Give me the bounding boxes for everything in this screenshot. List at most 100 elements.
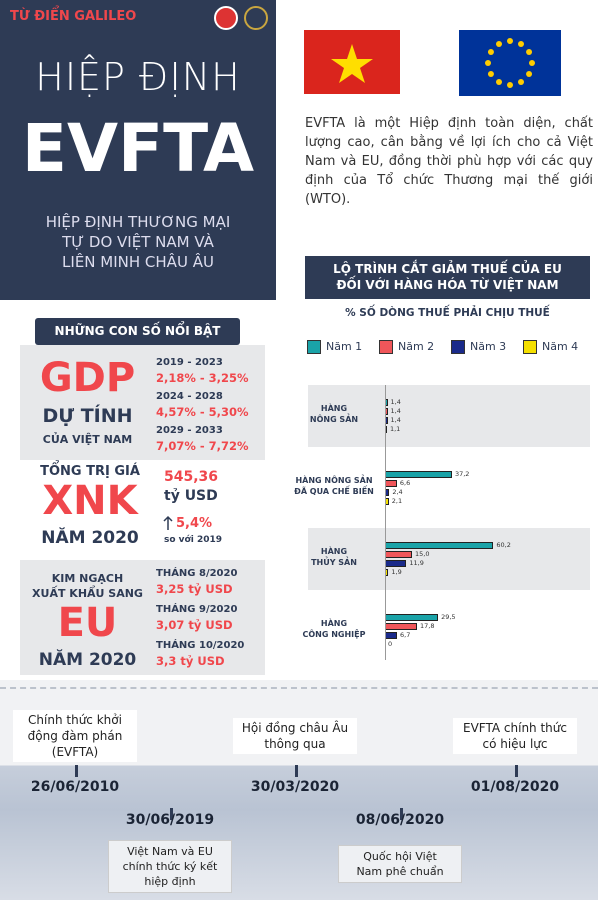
value-label: 29,5 <box>441 612 456 621</box>
value-label: 2,1 <box>391 496 403 505</box>
category-label: HÀNG CÔNG NGHIỆP <box>302 618 366 639</box>
header-panel <box>0 0 276 300</box>
xnk-big: XNK <box>42 478 138 524</box>
gdp-period: 2024 - 2028 <box>156 391 223 402</box>
gdp-range: 2,18% - 3,25% <box>156 371 249 385</box>
xnk-unit: tỷ USD <box>164 488 218 504</box>
gdp-period: 2029 - 2033 <box>156 425 223 436</box>
value-label: 60,2 <box>496 541 511 549</box>
legend-label: Năm 2 <box>398 340 435 353</box>
value-label: 1,4 <box>390 407 401 415</box>
timeline-date: 08/06/2020 <box>355 812 445 828</box>
gdp-box <box>20 345 265 460</box>
eu-star <box>507 82 513 88</box>
group-band <box>308 528 590 590</box>
value-label: 15,0 <box>415 550 430 558</box>
eu-month: THÁNG 10/2020 <box>156 640 245 651</box>
xnk-bottom: NĂM 2020 <box>41 528 139 548</box>
timeline-date: 01/08/2020 <box>470 779 560 795</box>
legend-swatch <box>307 340 321 354</box>
timeline-tick <box>170 808 173 820</box>
timeline-date: 26/06/2010 <box>30 779 120 795</box>
eu-value: 3,25 tỷ USD <box>156 582 233 596</box>
xnk-growth: 5,4% <box>176 516 213 531</box>
flag-eu <box>459 30 561 96</box>
chart-title: LỘ TRÌNH CẮT GIẢM THUẾ CỦA EU ĐỐI VỚI HÀ… <box>305 256 590 299</box>
eu-big: EU <box>57 600 118 646</box>
value-label: 1,9 <box>391 568 402 576</box>
timeline-date: 30/03/2020 <box>250 779 340 795</box>
xnk-value: 545,36 <box>164 469 219 485</box>
legend-label: Năm 1 <box>326 340 363 353</box>
gdp-period: 2019 - 2023 <box>156 357 223 368</box>
timeline-date: 30/06/2019 <box>125 812 215 828</box>
eu-star <box>485 60 491 66</box>
value-label: 2,4 <box>392 487 403 496</box>
flag-vn <box>304 30 400 94</box>
group-band <box>308 385 590 447</box>
legend-label: Năm 4 <box>542 340 579 353</box>
eu-star <box>496 40 502 47</box>
value-label: 6,6 <box>399 478 411 487</box>
brand: TỪ ĐIỂN GALILEO <box>10 9 137 24</box>
intro: EVFTA là một Hiệp định toàn diện, chất l… <box>305 116 593 207</box>
gdp-range: 7,07% - 7,72% <box>156 439 249 453</box>
eu-star <box>518 40 524 47</box>
timeline-text: EVFTA chính thức có hiệu lực <box>453 718 577 754</box>
timeline-tick <box>400 808 403 820</box>
eu-star <box>518 79 524 86</box>
eu-top: KIM NGẠCH XUẤT KHẨU SANG <box>32 572 143 600</box>
legend-swatch <box>379 340 393 354</box>
legend-label: Năm 3 <box>470 340 507 353</box>
category-label: HÀNG NÔNG SẢN <box>309 404 359 424</box>
eu-value: 3,3 tỷ USD <box>156 654 225 668</box>
value-label: 1,4 <box>390 398 401 406</box>
eu-star <box>529 60 535 66</box>
value-label: 17,8 <box>420 621 435 630</box>
value-label: 37,2 <box>454 469 470 478</box>
xnk-top: TỔNG TRỊ GIÁ <box>40 464 140 479</box>
title-line2: EVFTA <box>21 110 255 187</box>
timeline-text: Chính thức khởi động đàm phán (EVFTA) <box>13 710 137 762</box>
timeline-text: Hội đồng châu Âu thông qua <box>233 718 357 754</box>
eu-star <box>507 38 513 44</box>
legend-swatch <box>451 340 465 354</box>
logos <box>214 6 268 30</box>
eu-star <box>496 79 502 86</box>
category-label: HÀNG THỦY SẢN <box>311 547 357 567</box>
eu-bottom: NĂM 2020 <box>38 650 137 670</box>
eu-month: THÁNG 9/2020 <box>156 604 238 615</box>
legend-swatch <box>523 340 537 354</box>
highlights-title: NHỮNG CON SỐ NỔI BẬT <box>35 318 240 345</box>
subtitle: HIỆP ĐỊNH THƯƠNG MẠI TỰ DO VIỆT NAM VÀ L… <box>45 213 231 271</box>
timeline-text: Quốc hội Việt Nam phê chuẩn <box>338 845 462 883</box>
timeline-text: Việt Nam và EU chính thức ký kết hiệp đị… <box>108 840 232 893</box>
eu-star <box>487 71 494 77</box>
eu-box <box>20 560 265 675</box>
value-label: 1,1 <box>389 425 401 433</box>
title-line1: HIỆP ĐỊNH <box>35 55 241 99</box>
eu-star <box>487 49 494 55</box>
eu-month: THÁNG 8/2020 <box>156 568 238 579</box>
gdp-periods: 2019 - 2023 2,18% - 3,25% 2024 - 2028 4,57%… <box>156 357 266 457</box>
value-label: 6,7 <box>400 630 411 639</box>
eu-value: 3,07 tỷ USD <box>156 618 233 632</box>
chart-subtitle: % SỐ DÒNG THUẾ PHẢI CHỊU THUẾ <box>345 307 550 319</box>
timeline-tick <box>295 765 298 777</box>
eu-star <box>526 49 533 55</box>
axis-line <box>385 385 386 660</box>
value-label: 1,4 <box>390 416 401 424</box>
gdp-line3: CỦA VIỆT NAM <box>42 433 133 446</box>
eu-months: THÁNG 8/2020 3,25 tỷ USD THÁNG 9/2020 3,07 … <box>156 568 266 673</box>
value-label: 11,9 <box>409 559 424 567</box>
gdp-range: 4,57% - 5,30% <box>156 405 249 419</box>
gdp-line2: DỰ TÍNH <box>42 405 133 427</box>
timeline-dash <box>0 687 598 689</box>
eu-star <box>526 71 533 77</box>
timeline-tick <box>75 765 78 777</box>
xnk-growth-note: so với 2019 <box>164 535 222 545</box>
growth-arrow <box>163 515 173 530</box>
